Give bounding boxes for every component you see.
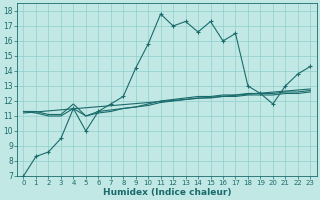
X-axis label: Humidex (Indice chaleur): Humidex (Indice chaleur) — [103, 188, 231, 197]
